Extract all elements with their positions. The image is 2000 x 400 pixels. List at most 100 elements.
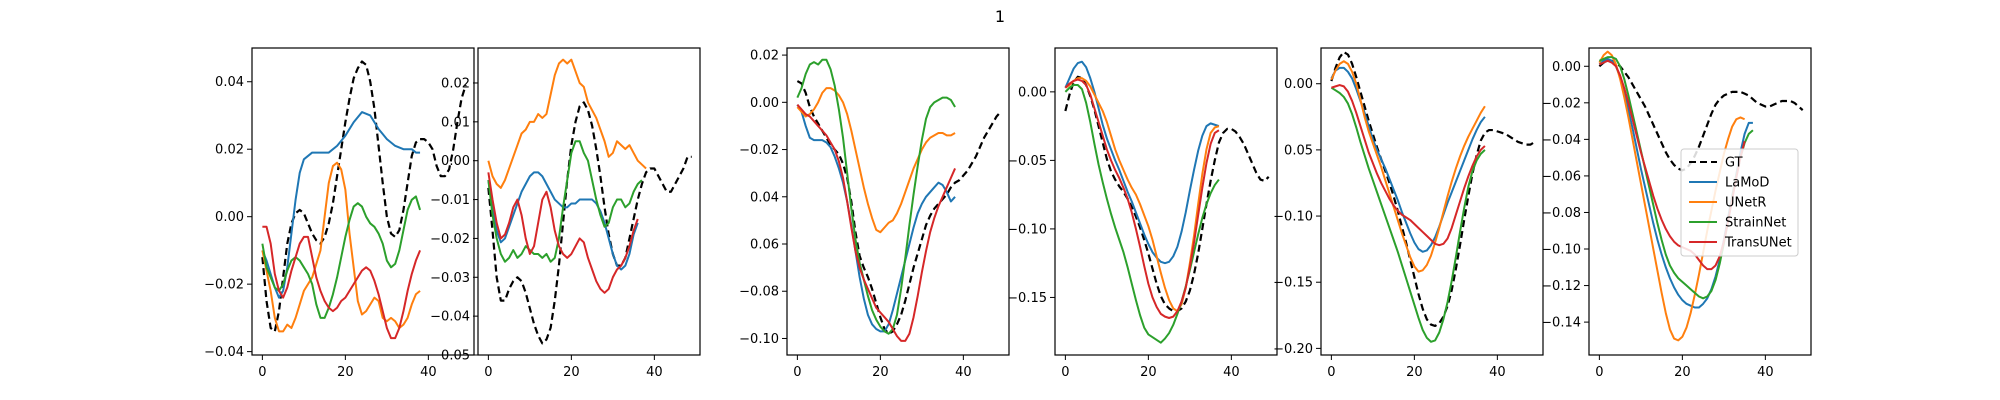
subplot-1-frame bbox=[251, 47, 475, 356]
subplot-2-ytick-label: 0.02 bbox=[441, 76, 470, 91]
subplot-5-ytick-label: −0.10 bbox=[1273, 210, 1313, 225]
subplot-2-series-strainnet bbox=[487, 140, 643, 263]
subplot-3-ytick-label: −0.02 bbox=[739, 143, 779, 158]
subplot-5-xtick-label: 20 bbox=[1406, 365, 1423, 380]
subplot-1-ytick-label: −0.02 bbox=[204, 278, 244, 293]
subplot-2-ytick-label: −0.04 bbox=[430, 310, 470, 325]
subplot-4-series-gt bbox=[1064, 75, 1270, 313]
subplot-1-series-strainnet bbox=[261, 195, 422, 319]
subplot-4-xtick-label: 40 bbox=[1223, 365, 1240, 380]
subplot-4-ytick-label: −0.05 bbox=[1007, 154, 1047, 169]
subplot-5-series-gt bbox=[1330, 50, 1536, 327]
legend-box bbox=[1680, 148, 1799, 257]
subplot-2-ytick-label: 0.05 bbox=[441, 349, 470, 364]
subplot-5-ytick-label: 0.00 bbox=[1284, 77, 1313, 92]
subplot-5-xtick-label: 0 bbox=[1327, 365, 1335, 380]
legend-label-strainnet: StrainNet bbox=[1725, 216, 1786, 231]
subplot-3-xtick-label: 40 bbox=[955, 365, 972, 380]
subplot-2-series-unetr bbox=[487, 58, 647, 189]
subplot-1-ytick-label: 0.00 bbox=[215, 210, 244, 225]
subplot-5-ytick-label: 0.05 bbox=[1284, 143, 1313, 158]
subplot-4-ytick-label: 0.00 bbox=[1018, 85, 1047, 100]
subplot-6-ytick-label: −0.14 bbox=[1541, 316, 1581, 331]
figure-title: 1 bbox=[995, 7, 1005, 26]
subplot-2-ytick-label: 0.00 bbox=[441, 154, 470, 169]
subplot-3-series-group bbox=[796, 58, 1002, 342]
subplot-3-ytick-label: 0.02 bbox=[750, 49, 779, 64]
subplot-4-xtick-label: 20 bbox=[1140, 365, 1157, 380]
subplot-3-ytick-label: 0.00 bbox=[750, 96, 779, 111]
subplot-2-xtick-label: 0 bbox=[484, 365, 492, 380]
subplot-5: 0 20 40 −0.20 −0.15 −0.10 0.05 0.00 bbox=[1273, 47, 1544, 380]
subplot-6-ytick-label: −0.04 bbox=[1541, 133, 1581, 148]
subplot-3-series-transunet bbox=[796, 104, 956, 342]
subplot-6-ytick-label: −0.10 bbox=[1541, 243, 1581, 258]
subplot-3-ytick-label: 0.04 bbox=[750, 190, 779, 205]
subplot-grid: 0 20 40 −0.04 −0.02 0.00 0.02 0.04 0 20 40 0.05 −0.0… bbox=[204, 47, 1812, 380]
subplot-3-ytick-label: −0.10 bbox=[739, 332, 779, 347]
subplot-1-series-unetr bbox=[261, 161, 421, 333]
subplot-5-series-transunet bbox=[1331, 84, 1486, 247]
subplot-2-ytick-label: −0.02 bbox=[430, 232, 470, 247]
subplot-1-ytick-label: 0.04 bbox=[215, 75, 244, 90]
subplot-3-ytick-label: −0.08 bbox=[739, 285, 779, 300]
subplot-2-frame bbox=[477, 47, 701, 356]
subplot-3-ytick-label: 0.06 bbox=[750, 238, 779, 253]
subplot-4-frame bbox=[1054, 47, 1278, 356]
subplot-4-xtick-label: 0 bbox=[1061, 365, 1069, 380]
subplot-6-xtick-label: 0 bbox=[1595, 365, 1603, 380]
subplot-2-ytick-label: −0.01 bbox=[430, 193, 470, 208]
subplot-3-xtick-label: 0 bbox=[793, 365, 801, 380]
subplot-5-frame bbox=[1320, 47, 1544, 356]
subplot-5-ytick-label: −0.20 bbox=[1273, 342, 1313, 357]
subplot-4: 0 20 40 −0.15 −0.10 −0.05 0.00 bbox=[1007, 47, 1278, 380]
subplot-3-xtick-label: 20 bbox=[872, 365, 889, 380]
subplot-1-series-group bbox=[261, 60, 467, 340]
subplot-4-series-unetr bbox=[1064, 77, 1220, 313]
subplot-6-ytick-label: −0.08 bbox=[1541, 206, 1581, 221]
subplot-5-ytick-label: −0.15 bbox=[1273, 276, 1313, 291]
subplot-5-series-strainnet bbox=[1330, 86, 1486, 343]
subplot-6-ytick-label: −0.12 bbox=[1541, 279, 1581, 294]
subplot-6-ytick-label: −0.06 bbox=[1541, 169, 1581, 184]
subplot-1-ytick-label: −0.04 bbox=[204, 345, 244, 360]
subplot-2: 0 20 40 0.05 −0.04 −0.03 −0.02 −0.01 0.00 0.01 0.0… bbox=[430, 47, 701, 380]
subplot-5-series-group bbox=[1330, 50, 1536, 343]
subplot-2-xtick-label: 40 bbox=[646, 365, 663, 380]
subplot-5-series-lamod bbox=[1330, 66, 1486, 253]
legend-label-gt: GT bbox=[1725, 156, 1743, 171]
subplot-3-series-strainnet bbox=[796, 58, 956, 335]
subplot-1-series-lamod bbox=[261, 111, 421, 299]
legend-label-transunet: TransUNet bbox=[1724, 236, 1792, 251]
subplot-3-series-unetr bbox=[796, 87, 956, 234]
subplot-1-xtick-label: 20 bbox=[337, 365, 354, 380]
subplot-6-xtick-label: 40 bbox=[1757, 365, 1774, 380]
subplot-5-series-unetr bbox=[1330, 60, 1486, 273]
subplot-3-series-gt bbox=[796, 80, 1002, 335]
subplot-4-series-lamod bbox=[1064, 60, 1220, 265]
subplot-6-ytick-label: −0.02 bbox=[1541, 96, 1581, 111]
subplot-2-series-gt bbox=[487, 101, 692, 345]
subplot-2-ytick-label: 0.01 bbox=[441, 115, 470, 130]
subplot-4-ytick-label: −0.10 bbox=[1007, 222, 1047, 237]
subplot-4-series-group bbox=[1064, 60, 1270, 344]
subplot-5-xtick-label: 40 bbox=[1489, 365, 1506, 380]
legend: GT LaMoD UNetR StrainNet TransUNet bbox=[1680, 148, 1799, 257]
subplot-1-xtick-label: 40 bbox=[420, 365, 437, 380]
subplot-1: 0 20 40 −0.04 −0.02 0.00 0.02 0.04 bbox=[204, 47, 475, 380]
subplot-2-ytick-label: −0.03 bbox=[430, 271, 470, 286]
subplot-6-series-gt bbox=[1598, 59, 1804, 172]
subplot-1-ytick-label: 0.02 bbox=[215, 143, 244, 158]
subplot-2-series-group bbox=[487, 58, 692, 345]
subplot-6-ytick-label: 0.00 bbox=[1552, 60, 1581, 75]
subplot-1-series-gt bbox=[261, 60, 467, 333]
subplot-2-xtick-label: 20 bbox=[563, 365, 580, 380]
subplot-4-series-strainnet bbox=[1064, 84, 1220, 344]
subplot-4-series-transunet bbox=[1064, 78, 1220, 319]
subplot-6: 0 20 40 −0.14 −0.12 −0.10 −0.08 −0.06 −0.04 −0.02… bbox=[1541, 47, 1812, 380]
subplot-2-series-transunet bbox=[487, 172, 639, 294]
legend-label-unetr: UNetR bbox=[1725, 196, 1766, 211]
subplot-1-series-transunet bbox=[262, 225, 421, 340]
subplot-4-ytick-label: −0.15 bbox=[1007, 291, 1047, 306]
